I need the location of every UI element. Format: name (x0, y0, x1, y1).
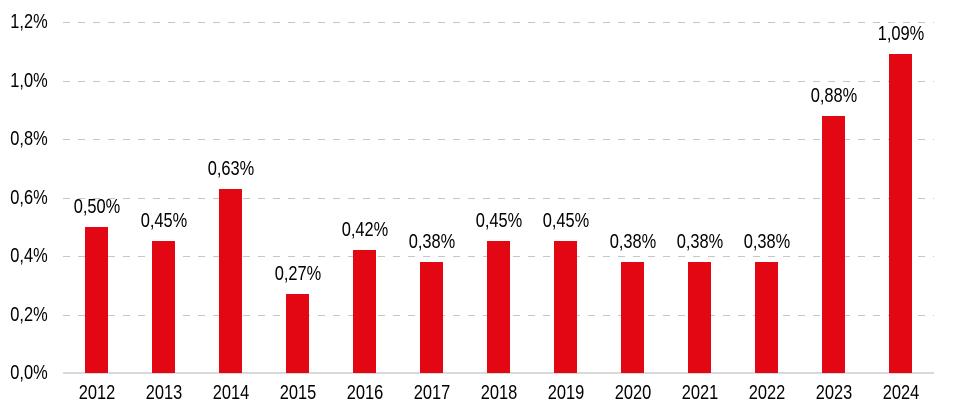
value-label-2023: 0,88% (810, 84, 857, 107)
x-tick-label-2024: 2024 (882, 382, 919, 404)
bar-2012 (85, 226, 108, 373)
value-label-2015: 0,27% (274, 263, 321, 286)
value-label-2020: 0,38% (609, 230, 656, 253)
x-tick-label-2012: 2012 (78, 382, 115, 404)
x-tick-label-2021: 2021 (681, 382, 718, 404)
bar-2015 (286, 294, 309, 373)
y-tick-label: 0,2% (10, 303, 48, 326)
gridline-0,8% (63, 139, 934, 140)
x-tick-label-2016: 2016 (346, 382, 383, 404)
value-label-2013: 0,45% (140, 210, 187, 233)
bar-2018 (487, 241, 510, 373)
bar-2019 (554, 241, 577, 373)
x-tick-label-2018: 2018 (480, 382, 517, 404)
x-tick-label-2020: 2020 (614, 382, 651, 404)
value-label-2018: 0,45% (475, 210, 522, 233)
bar-2014 (219, 188, 242, 373)
bar-2023 (822, 115, 845, 373)
value-label-2012: 0,50% (73, 195, 120, 218)
gridline-1,2% (63, 22, 934, 23)
value-label-2019: 0,45% (542, 210, 589, 233)
y-tick-label: 0,6% (10, 186, 48, 209)
y-tick-label: 1,2% (10, 11, 48, 33)
value-label-2016: 0,42% (341, 219, 388, 242)
y-tick-label: 1,0% (10, 69, 48, 92)
value-label-2021: 0,38% (676, 230, 723, 253)
bar-2013 (152, 241, 175, 373)
value-label-2022: 0,38% (743, 230, 790, 253)
y-tick-label: 0,4% (10, 245, 48, 267)
value-label-2017: 0,38% (408, 230, 455, 253)
x-axis-line (63, 372, 934, 374)
y-tick-label: 0,8% (10, 128, 48, 150)
gridline-0,6% (63, 197, 934, 199)
x-tick-label-2014: 2014 (212, 382, 249, 404)
value-label-2024: 1,09% (877, 23, 924, 46)
y-tick-label: 0,0% (10, 362, 48, 384)
bar-2024 (889, 54, 912, 373)
x-tick-label-2013: 2013 (145, 382, 182, 404)
x-tick-label-2019: 2019 (547, 382, 584, 404)
gridline-1,0% (63, 80, 934, 82)
value-label-2014: 0,63% (207, 157, 254, 180)
x-tick-label-2023: 2023 (815, 382, 852, 404)
bar-2016 (353, 250, 376, 373)
bar-2020 (621, 261, 644, 373)
x-tick-label-2022: 2022 (748, 382, 785, 404)
x-tick-label-2015: 2015 (279, 382, 316, 404)
bar-2021 (688, 261, 711, 373)
x-tick-label-2017: 2017 (413, 382, 450, 404)
bar-2022 (755, 261, 778, 373)
bar-2017 (420, 261, 443, 373)
